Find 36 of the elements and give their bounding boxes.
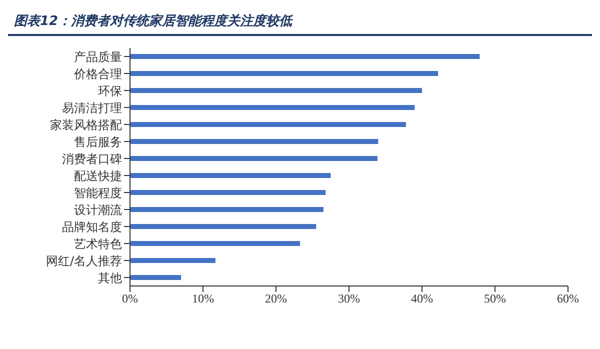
bar (130, 240, 300, 246)
y-tick-label: 易清洁打理 (62, 100, 122, 115)
x-tick-label: 20% (265, 292, 287, 306)
y-tick-label: 网红/名人推荐 (46, 254, 122, 268)
bar (130, 70, 438, 76)
x-tick-label: 0% (122, 292, 138, 306)
y-tick-label: 艺术特色 (74, 236, 122, 251)
bar (130, 206, 324, 212)
y-tick-label: 家装风格搭配 (50, 118, 122, 132)
bar (130, 224, 316, 229)
y-tick-label: 环保 (98, 84, 122, 98)
y-tick-label: 品牌知名度 (62, 220, 122, 234)
bar (130, 156, 378, 161)
y-tick-label: 设计潮流 (74, 202, 122, 217)
bar (130, 274, 182, 280)
bar (130, 104, 415, 110)
bar (130, 258, 216, 263)
bar (130, 190, 326, 195)
y-tick-label: 价格合理 (73, 66, 122, 81)
bar (130, 122, 406, 127)
x-tick-label: 10% (192, 292, 214, 306)
y-tick-label: 其他 (98, 270, 122, 285)
y-tick-label: 售后服务 (74, 134, 122, 149)
bar (130, 88, 422, 93)
bar (130, 172, 331, 178)
y-tick-label: 配送快捷 (74, 168, 122, 183)
bar (130, 138, 378, 144)
y-tick-label: 产品质量 (74, 50, 122, 64)
y-tick-label: 智能程度 (74, 186, 122, 200)
x-tick-label: 40% (411, 292, 433, 306)
chart-title: 图表12：消费者对传统家居智能程度关注度较低 (8, 8, 592, 36)
x-tick-label: 50% (484, 292, 506, 306)
y-tick-label: 消费者口碑 (62, 152, 122, 166)
x-tick-label: 60% (557, 292, 579, 306)
bar (130, 54, 480, 59)
x-tick-label: 30% (338, 292, 360, 306)
